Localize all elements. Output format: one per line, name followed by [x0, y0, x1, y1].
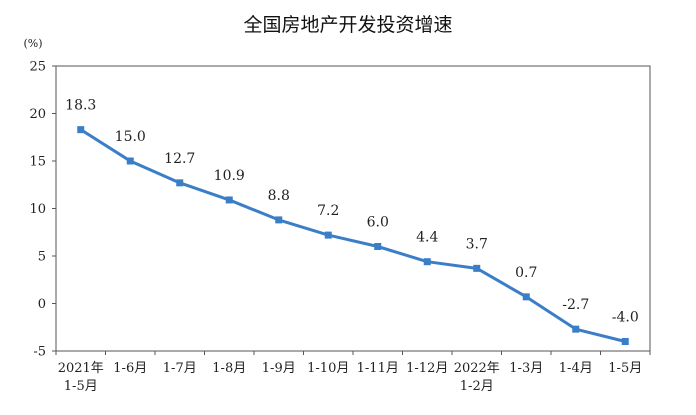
data-point — [522, 293, 530, 301]
data-point — [374, 243, 382, 250]
data-points — [77, 126, 629, 345]
data-point — [225, 196, 233, 204]
data-label: 12.7 — [164, 151, 195, 167]
data-point — [324, 231, 332, 239]
data-label: 18.3 — [65, 98, 96, 114]
y-tick-label: 20 — [29, 107, 46, 122]
x-tick-labels: 2021年 1-5月 1-6月 1-7月 1-8月 1-9月 1-10月 1-11月 1-12月… — [58, 361, 643, 394]
data-label: 10.9 — [214, 168, 245, 184]
data-label: 4.4 — [416, 230, 438, 246]
data-label: 7.2 — [317, 203, 339, 219]
chart-axes — [52, 65, 651, 355]
x-tick-label: 2022年 1-2月 — [454, 361, 500, 394]
data-label: 8.8 — [268, 188, 290, 204]
x-tick-label: 1-4月 — [559, 361, 593, 376]
y-tick-label: 15 — [29, 155, 46, 170]
x-tick-label: 1-10月 — [307, 361, 349, 376]
data-point — [423, 258, 431, 266]
data-point — [126, 157, 134, 165]
data-label: 3.7 — [466, 236, 488, 252]
x-tick-label: 1-12月 — [406, 361, 448, 376]
x-tick-label: 1-5月 — [608, 361, 642, 376]
data-point — [77, 126, 85, 134]
y-tick-labels: -5 0 5 10 15 20 25 (%) — [23, 37, 46, 360]
data-point — [176, 179, 184, 187]
series-line — [79, 128, 626, 343]
data-point — [621, 338, 629, 345]
data-label: -4.0 — [612, 310, 639, 326]
y-tick-label: 10 — [29, 202, 46, 217]
y-tick-label: 25 — [29, 60, 46, 75]
y-tick-label: 0 — [38, 297, 46, 312]
x-tick-label: 1-6月 — [113, 361, 147, 376]
data-labels: 18.3 15.0 12.7 10.9 8.8 7.2 6.0 4.4 3.7 0.7 -2.7 -4… — [65, 98, 639, 326]
data-point — [275, 216, 283, 224]
y-tick-label: 5 — [38, 250, 46, 265]
x-tick-label: 2021年 1-5月 — [58, 361, 104, 394]
series-line-group — [79, 128, 626, 343]
data-label: -2.7 — [562, 297, 589, 313]
x-tick-label: 1-8月 — [212, 361, 246, 376]
x-tick-label: 1-11月 — [357, 361, 399, 376]
plot-frame — [55, 65, 651, 352]
data-label: 6.0 — [367, 215, 389, 231]
x-tick-label: 1-7月 — [163, 361, 197, 376]
data-point — [572, 325, 580, 333]
data-point — [473, 264, 481, 272]
chart-title: 全国房地产开发投资增速 — [243, 14, 453, 36]
data-label: 15.0 — [115, 129, 146, 145]
x-tick-label: 1-9月 — [262, 361, 296, 376]
data-label: 0.7 — [515, 265, 537, 281]
y-axis-label: (%) — [23, 37, 42, 50]
x-tick-label: 1-3月 — [509, 361, 543, 376]
y-tick-label: -5 — [33, 345, 46, 360]
